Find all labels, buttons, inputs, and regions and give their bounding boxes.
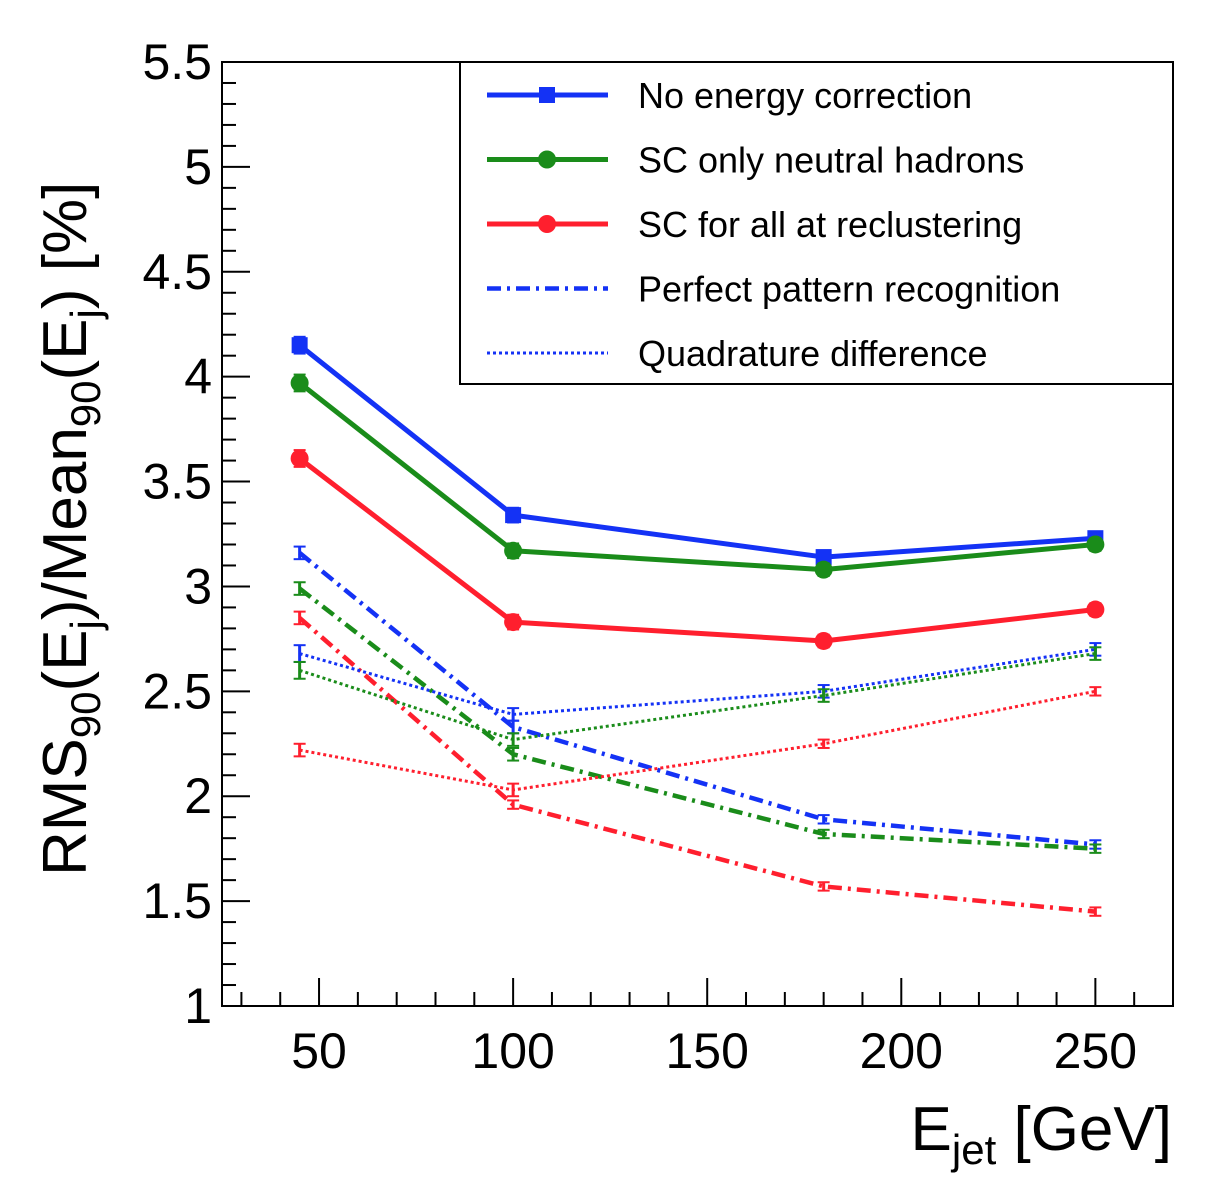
- series-line: [299, 689, 1096, 792]
- legend-label: Quadrature difference: [638, 333, 988, 374]
- legend-entry: No energy correction: [487, 75, 972, 116]
- y-tick-label: 1.5: [142, 873, 212, 929]
- y-axis-title: RMS90(Ej)/Mean90(Ej) [%]: [31, 182, 109, 876]
- series-line: [298, 343, 1096, 560]
- series-line: [298, 380, 1096, 573]
- legend-entry: SC only neutral hadrons: [487, 140, 1024, 181]
- legend-entry: Perfect pattern recognition: [487, 269, 1060, 310]
- series-3: [293, 545, 1102, 850]
- legend-label: Perfect pattern recognition: [638, 269, 1060, 310]
- series-line: [299, 652, 1096, 742]
- x-tick-label: 250: [1054, 1023, 1137, 1079]
- series-8: [293, 686, 1102, 798]
- x-tick-label: 50: [291, 1023, 347, 1079]
- series-2: [290, 449, 1105, 650]
- y-tick-label: 3.5: [142, 454, 212, 510]
- series-1: [290, 373, 1105, 579]
- data-point: [291, 337, 308, 354]
- x-tick-label: 200: [860, 1023, 943, 1079]
- legend-marker: [538, 150, 556, 169]
- series-5: [293, 610, 1102, 917]
- data-point: [814, 560, 833, 579]
- series-0: [291, 335, 1104, 566]
- series-line: [298, 586, 1096, 851]
- data-point: [290, 373, 309, 392]
- data-point: [1086, 600, 1105, 619]
- data-point: [290, 449, 309, 468]
- series-line: [298, 456, 1096, 644]
- y-tick-label: 4.5: [142, 244, 212, 300]
- legend-marker: [538, 215, 556, 233]
- legend-entries: No energy correction SC only neutral hadr…: [487, 75, 1060, 374]
- data-point: [504, 613, 523, 632]
- legend: No energy correction SC only neutral hadr…: [459, 61, 1174, 385]
- y-tick-label: 5.5: [142, 34, 212, 90]
- data-point: [814, 631, 833, 650]
- series-layer: [290, 335, 1105, 917]
- y-tick-label: 3: [184, 558, 212, 614]
- data-point: [1086, 535, 1105, 554]
- series-4: [293, 581, 1102, 854]
- legend-label: SC for all at reclustering: [638, 204, 1022, 245]
- series-line: [298, 551, 1096, 847]
- y-tick-label: 2.5: [142, 663, 212, 719]
- legend-entry: SC for all at reclustering: [487, 204, 1022, 245]
- series-7: [293, 646, 1102, 747]
- series-line: [299, 647, 1096, 716]
- x-tick-label: 100: [471, 1023, 554, 1079]
- axis-ticks: 1 1.5 2 2.5 3 3.5 4 4.5 5 5.5 50 100 150 200 250: [142, 34, 1174, 1079]
- legend-entry: Quadrature difference: [487, 333, 988, 374]
- y-tick-label: 4: [184, 349, 212, 405]
- x-tick-label: 150: [665, 1023, 748, 1079]
- data-point: [504, 541, 523, 560]
- legend-marker: [539, 87, 555, 103]
- data-point: [815, 549, 832, 566]
- x-axis-title: Ejet [GeV]: [911, 1095, 1172, 1173]
- series-line: [298, 616, 1096, 914]
- y-tick-label: 5: [184, 139, 212, 195]
- legend-label: No energy correction: [638, 75, 972, 116]
- y-tick-label: 2: [184, 768, 212, 824]
- y-tick-label: 1: [184, 978, 212, 1034]
- data-point: [505, 507, 522, 524]
- legend-label: SC only neutral hadrons: [638, 140, 1024, 181]
